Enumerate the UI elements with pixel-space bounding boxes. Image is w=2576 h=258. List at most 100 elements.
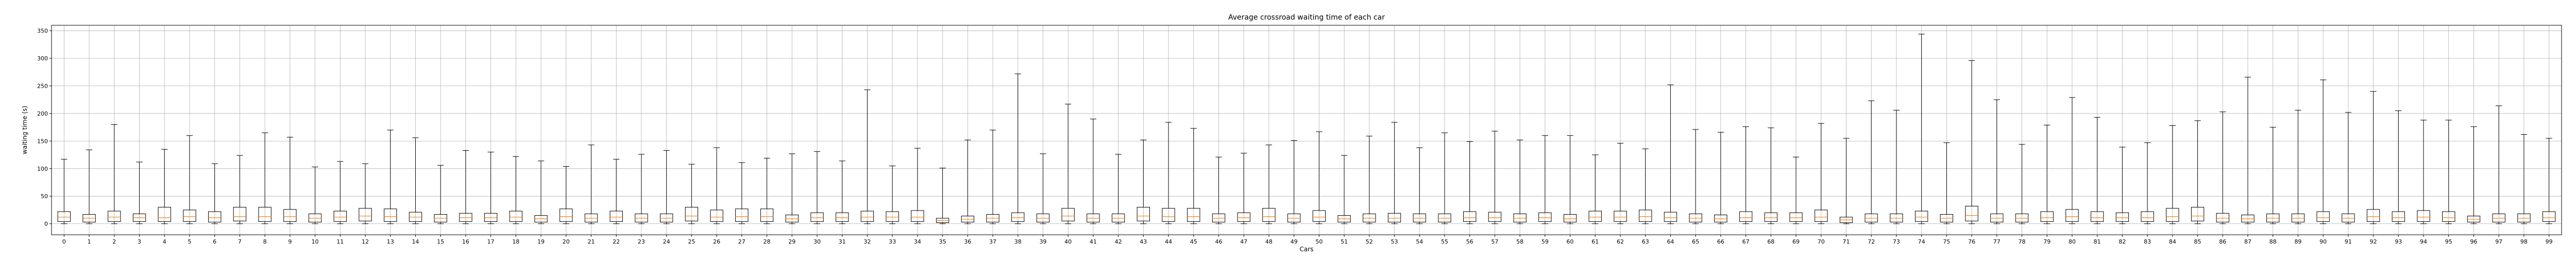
iqr-box: [2191, 207, 2205, 221]
x-tick-label: 24: [663, 238, 670, 245]
iqr-box: [2442, 211, 2455, 222]
x-tick-label: 98: [2520, 238, 2528, 245]
box-15: [434, 165, 447, 224]
iqr-box: [886, 211, 899, 222]
x-tick-label: 73: [1893, 238, 1900, 245]
x-tick-label: 70: [1818, 238, 1825, 245]
y-tick-label: 350: [37, 28, 48, 35]
iqr-box: [108, 211, 121, 222]
iqr-box: [2065, 209, 2079, 222]
box-82: [2115, 147, 2129, 224]
box-60: [1563, 135, 1577, 224]
iqr-box: [1463, 211, 1477, 222]
x-tick-label: 78: [2019, 238, 2026, 245]
box-44: [1162, 122, 1175, 224]
box-49: [1287, 140, 1301, 224]
x-tick-label: 68: [1767, 238, 1774, 245]
box-66: [1714, 132, 1727, 224]
x-tick-label: 89: [2294, 238, 2301, 245]
x-tick-label: 5: [188, 238, 191, 245]
box-93: [2392, 110, 2405, 224]
box-34: [911, 148, 924, 224]
box-89: [2291, 110, 2305, 224]
iqr-box: [359, 208, 372, 221]
box-97: [2492, 105, 2505, 224]
x-tick-label: 38: [1014, 238, 1022, 245]
box-11: [333, 161, 347, 224]
x-tick-label: 47: [1240, 238, 1247, 245]
x-tick-label: 59: [1541, 238, 1549, 245]
box-10: [308, 167, 322, 224]
x-tick-label: 37: [989, 238, 996, 245]
box-series: [57, 34, 2556, 224]
iqr-box: [1237, 212, 1250, 222]
box-99: [2542, 138, 2556, 224]
box-48: [1262, 144, 1276, 224]
iqr-box: [258, 207, 272, 222]
x-tick-label: 64: [1667, 238, 1674, 245]
box-56: [1463, 141, 1477, 224]
box-46: [1212, 156, 1226, 224]
y-axis-label: waiting time (s): [21, 106, 28, 154]
x-tick-label: 34: [914, 238, 921, 245]
box-1: [82, 149, 96, 224]
x-tick-label: 71: [1842, 238, 1850, 245]
x-tick-label: 16: [462, 238, 469, 245]
x-tick-label: 67: [1742, 238, 1750, 245]
x-tick-label: 97: [2495, 238, 2502, 245]
iqr-box: [1789, 212, 1803, 222]
box-41: [1087, 119, 1100, 224]
x-tick-label: 87: [2244, 238, 2251, 245]
box-70: [1815, 123, 1828, 224]
box-24: [659, 150, 673, 224]
x-tick-label: 55: [1441, 238, 1448, 245]
box-27: [735, 162, 749, 224]
x-tick-label: 13: [387, 238, 394, 245]
x-tick-label: 44: [1165, 238, 1172, 245]
iqr-box: [2141, 211, 2154, 222]
box-88: [2266, 127, 2280, 224]
box-85: [2191, 120, 2205, 224]
x-tick-label: 22: [613, 238, 620, 245]
iqr-box: [509, 211, 523, 222]
x-tick-label: 93: [2395, 238, 2402, 245]
box-16: [459, 150, 472, 224]
iqr-box: [685, 207, 699, 221]
x-tick-label: 19: [537, 238, 545, 245]
box-43: [1137, 139, 1150, 224]
iqr-box: [735, 208, 749, 222]
iqr-box: [2091, 211, 2104, 222]
x-tick-label: 39: [1039, 238, 1046, 245]
x-tick-label: 46: [1215, 238, 1222, 245]
iqr-box: [1137, 207, 1150, 221]
box-5: [183, 135, 196, 224]
x-axis-ticks: 0 1 2 3 4 5 6 7 8 9 10 11 12 13 14 15 16 17 18 19 20 21 22 23 24…: [62, 235, 2553, 245]
x-tick-label: 27: [738, 238, 745, 245]
box-79: [2040, 124, 2054, 224]
iqr-box: [1488, 212, 1502, 222]
y-tick-label: 200: [37, 110, 48, 117]
x-tick-label: 61: [1591, 238, 1599, 245]
iqr-box: [1538, 212, 1552, 222]
plot-frame: [51, 25, 2562, 235]
iqr-box: [384, 208, 397, 222]
iqr-box: [760, 208, 774, 222]
box-2: [108, 124, 121, 224]
iqr-box: [2392, 211, 2405, 222]
x-tick-label: 25: [688, 238, 695, 245]
x-tick-label: 36: [964, 238, 971, 245]
iqr-box: [911, 210, 924, 222]
x-tick-label: 9: [288, 238, 292, 245]
box-76: [1965, 60, 1978, 224]
box-47: [1237, 153, 1250, 224]
box-13: [384, 130, 397, 224]
x-tick-label: 3: [138, 238, 141, 245]
x-tick-label: 99: [2546, 238, 2553, 245]
x-tick-label: 8: [263, 238, 267, 245]
iqr-box: [1187, 208, 1200, 222]
x-tick-label: 95: [2445, 238, 2452, 245]
x-tick-label: 23: [638, 238, 645, 245]
box-71: [1839, 138, 1853, 224]
box-50: [1312, 131, 1326, 224]
